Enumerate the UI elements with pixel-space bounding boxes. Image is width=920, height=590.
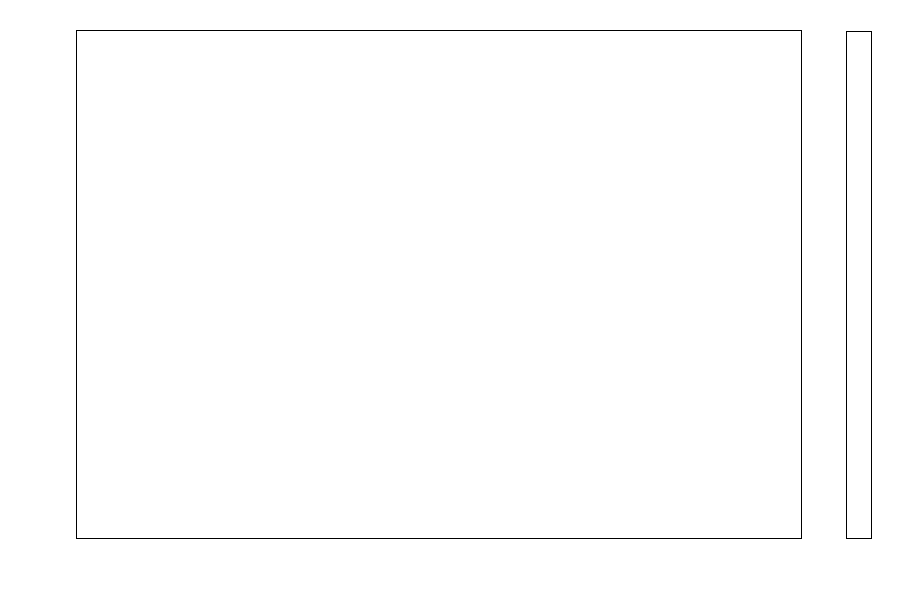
colorbar [846,31,872,539]
plot-area [76,30,802,539]
colorbar-canvas [847,32,871,538]
heatmap-canvas [77,31,801,538]
